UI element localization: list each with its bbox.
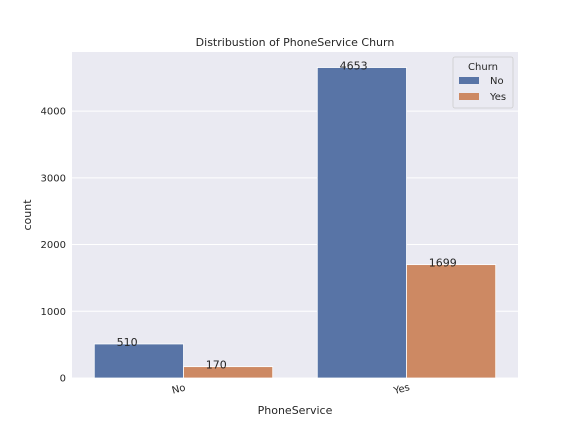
y-tick-label: 2000	[41, 240, 66, 251]
y-axis-label: count	[21, 199, 34, 231]
data-label: 1699	[429, 257, 457, 270]
y-tick-label: 0	[60, 374, 66, 385]
data-label: 4653	[340, 60, 368, 73]
y-tick-label: 3000	[41, 173, 66, 184]
chart-title: Distribustion of PhoneService Churn	[196, 36, 395, 49]
legend-label-yes: Yes	[489, 92, 506, 103]
data-label: 510	[117, 336, 138, 349]
data-label: 170	[206, 359, 227, 372]
bars	[93, 67, 497, 379]
x-tick-label: Yes	[392, 382, 411, 397]
bar-yes-yes	[406, 264, 497, 379]
bar-no-yes	[183, 366, 274, 379]
bar-yes-no	[316, 67, 407, 379]
legend-swatch-no	[459, 77, 479, 84]
legend-title: Churn	[468, 62, 498, 73]
legend-swatch-yes	[459, 93, 479, 100]
x-tick-label: No	[171, 383, 187, 397]
bar-no-no	[93, 343, 184, 379]
legend-label-no: No	[490, 76, 504, 87]
x-axis-ticks: No Yes	[171, 382, 411, 397]
data-labels: 510 170 4653 1699	[117, 60, 457, 372]
y-tick-label: 4000	[41, 107, 66, 118]
y-tick-label: 1000	[41, 307, 66, 318]
y-axis-ticks: 0 1000 2000 3000 4000	[41, 107, 66, 385]
legend: Churn No Yes	[452, 56, 514, 109]
x-axis-label: PhoneService	[258, 404, 333, 417]
